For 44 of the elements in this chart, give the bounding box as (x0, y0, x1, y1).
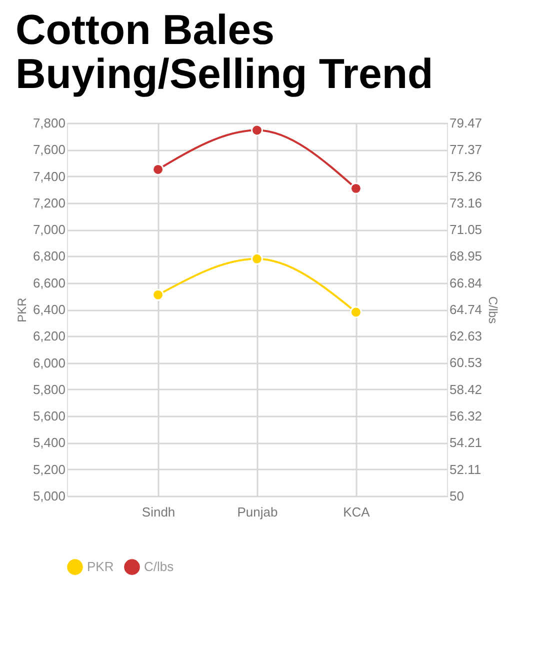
y-tick-label: 7,400 (32, 168, 66, 184)
y-tick-label: 7,200 (32, 195, 66, 210)
point (350, 306, 362, 318)
y2-tick-label: 60.53 (450, 355, 482, 370)
y2-tick-label: 79.47 (450, 116, 482, 130)
x-tick-label: Sindh (142, 504, 176, 520)
y2-tick-label: 52.11 (450, 462, 482, 477)
y-tick-label: 6,800 (32, 248, 66, 264)
y-tick-label: 5,600 (32, 408, 66, 424)
point (251, 252, 263, 265)
y-tick-label: 6,600 (32, 275, 66, 290)
x-tick-label: KCA (343, 504, 370, 520)
y2-tick-label: 54.21 (450, 435, 482, 450)
y-tick-label: 7,800 (32, 116, 66, 130)
y-tick-label: 5,400 (32, 435, 66, 450)
y2-tick-label: 77.37 (450, 142, 482, 158)
y2-tick-label: 50 (450, 488, 464, 504)
y2-tick-label: 71.05 (450, 222, 482, 238)
y2-tick-label: 58.42 (450, 382, 482, 397)
point (350, 182, 362, 194)
y-tick-label: 6,000 (32, 355, 66, 370)
y-tick-label: 6,400 (32, 302, 66, 317)
y2-axis-title: C/lbs (486, 296, 500, 324)
y-axis-title: PKR (14, 297, 29, 322)
y2-tick-label: 62.63 (450, 328, 482, 344)
legend-label: C/lbs (144, 559, 174, 574)
y-tick-label: 7,000 (32, 222, 66, 238)
point (152, 163, 164, 176)
legend-label: PKR (87, 559, 114, 574)
point (251, 124, 263, 136)
chart-title: Cotton Bales Buying/Selling Trend (15, 6, 434, 97)
point (152, 288, 164, 301)
y-tick-label: 6,200 (32, 328, 66, 344)
y2-tick-label: 68.95 (450, 248, 482, 264)
y2-tick-label: 73.16 (450, 195, 482, 210)
y-tick-label: 5,000 (32, 488, 66, 504)
x-tick-label: Punjab (237, 504, 278, 520)
y-tick-label: 5,200 (32, 462, 66, 477)
y2-tick-label: 56.32 (450, 408, 482, 424)
y2-tick-label: 64.74 (450, 302, 482, 317)
y-tick-label: 7,600 (32, 142, 66, 158)
y2-tick-label: 75.26 (450, 168, 482, 184)
y-tick-label: 5,800 (32, 382, 66, 397)
y2-tick-label: 66.84 (450, 275, 482, 290)
